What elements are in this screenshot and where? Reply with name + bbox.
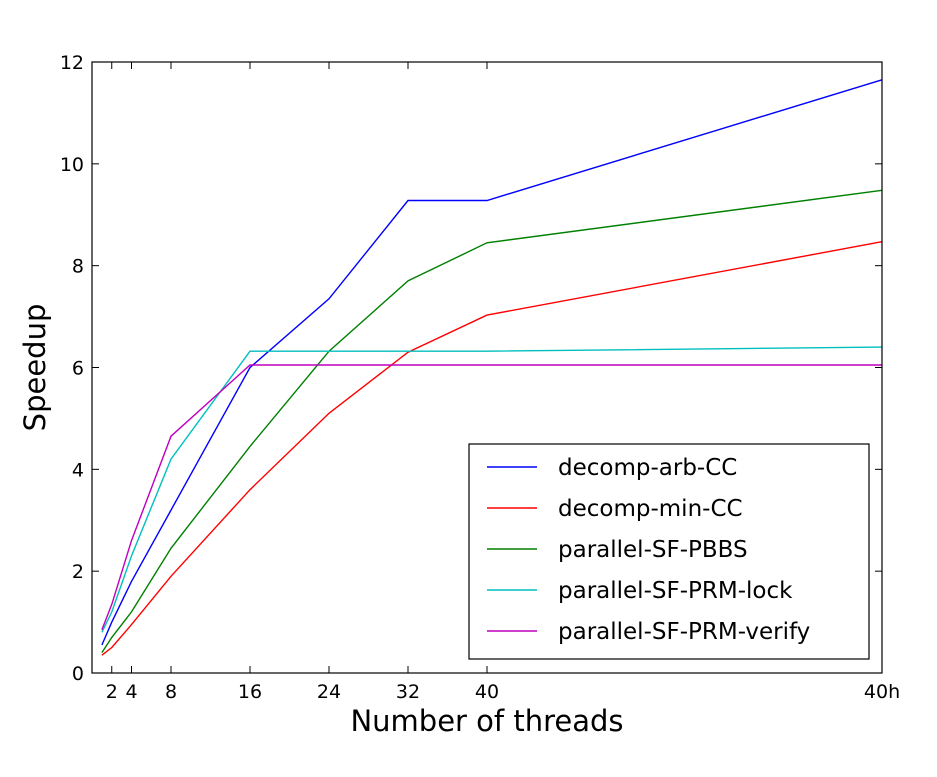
y-tick-labels: 0 2 4 6 8 10 12 [60, 52, 84, 685]
series-lines [101, 79, 883, 656]
legend-label: decomp-min-CC [558, 496, 743, 522]
x-tick-labels: 2 4 8 16 24 32 40 40h [106, 681, 900, 703]
x-tick-label: 16 [238, 681, 262, 703]
x-tick-label: 24 [317, 681, 341, 703]
series-line-5 [101, 364, 882, 630]
x-tick-label: 40 [475, 681, 499, 703]
series-line-1 [101, 79, 883, 646]
legend-label: parallel-SF-PRM-verify [558, 619, 810, 645]
x-tick-label: 32 [396, 681, 420, 703]
axis-ticks [92, 61, 883, 674]
legend-label: decomp-arb-CC [558, 455, 737, 481]
series-line-3 [101, 189, 883, 653]
x-tick-label: 4 [125, 681, 137, 703]
y-tick-label: 6 [72, 358, 84, 380]
y-tick-label: 0 [72, 663, 84, 685]
y-tick-label: 4 [72, 459, 84, 481]
series-line-4 [101, 346, 883, 633]
x-tick-label: 40h [864, 681, 900, 703]
series-line-2 [101, 241, 883, 656]
y-axis-label: Speedup [18, 304, 52, 432]
legend-label: parallel-SF-PRM-lock [558, 578, 793, 604]
legend-box [468, 443, 870, 660]
legend: decomp-arb-CC decomp-min-CC parallel-SF-PB… [468, 443, 870, 660]
y-tick-label: 8 [72, 256, 84, 278]
x-tick-label: 8 [165, 681, 177, 703]
y-tick-label: 12 [60, 52, 84, 74]
y-tick-label: 2 [72, 561, 84, 583]
legend-label: parallel-SF-PBBS [558, 537, 748, 563]
y-tick-label: 10 [60, 154, 84, 176]
x-tick-label: 2 [106, 681, 118, 703]
x-axis-label: Number of threads [350, 704, 623, 738]
